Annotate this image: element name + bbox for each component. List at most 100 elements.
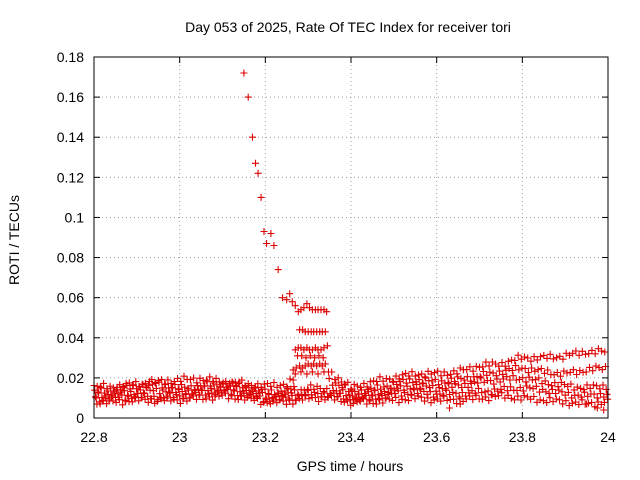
data-point [360,379,368,387]
data-point [434,367,442,375]
data-points [90,69,612,414]
data-point [389,397,396,404]
data-point [496,367,503,375]
data-point [497,385,505,393]
data-point [221,389,229,397]
data-point [370,377,377,385]
data-point [454,373,462,381]
data-point [321,360,329,368]
data-point [456,400,464,408]
data-point [549,355,557,363]
data-point [242,383,250,391]
data-point [341,381,349,389]
data-point [485,362,493,370]
data-point [339,386,347,394]
data-point [347,401,355,409]
data-point [512,362,520,370]
data-point [568,399,576,407]
data-point [508,366,516,374]
data-point [534,366,542,374]
data-point [288,392,296,399]
data-point [298,352,306,360]
data-point [411,372,419,380]
data-point [442,385,450,393]
data-point [443,371,451,379]
data-point [140,389,148,397]
data-point [578,347,586,355]
data-point [128,398,136,406]
data-point [393,380,401,388]
data-point [560,367,568,375]
data-point [199,396,207,403]
data-point [205,390,213,398]
data-point [363,400,371,408]
y-tick-label: 0.18 [57,49,84,65]
data-point [100,379,108,387]
data-point [526,384,534,392]
data-point [392,393,400,401]
data-point [95,389,103,397]
data-point [379,399,387,407]
data-point [373,381,381,389]
data-point [446,404,453,412]
data-point [291,302,299,310]
data-point [167,397,175,405]
data-point [558,388,566,396]
data-point [537,353,544,361]
data-point [385,395,393,403]
data-point [345,391,353,399]
data-point [190,374,198,382]
data-point [524,369,532,377]
data-point [240,69,248,77]
data-point [267,386,275,394]
data-point [382,375,390,382]
data-point [302,391,310,399]
data-point [375,395,383,403]
data-point [593,394,601,402]
data-point [507,394,515,402]
data-point [487,377,495,385]
data-point [252,159,259,167]
data-point [262,394,270,402]
data-point [569,366,577,374]
data-point [366,378,374,386]
data-point [476,373,484,381]
data-point [448,383,456,391]
data-point [599,381,607,389]
data-point [548,382,556,390]
data-point [463,373,471,381]
data-point [228,392,236,400]
data-point [127,387,135,395]
data-point [449,388,457,396]
data-point [181,383,189,391]
x-tick-label: 23.8 [509,429,536,445]
data-point [552,390,560,397]
data-point [507,383,515,391]
data-point [265,390,273,398]
data-point [415,376,423,384]
data-point [545,389,553,397]
data-point [542,388,550,396]
data-point [318,393,326,401]
data-point [544,381,552,389]
data-point [401,396,409,404]
data-point [305,395,313,403]
data-point [331,376,339,383]
data-point [235,378,243,386]
data-point [344,397,351,405]
data-point [320,368,328,376]
data-point [230,387,238,395]
data-point [563,369,571,377]
data-point [180,372,188,380]
data-point [488,391,496,399]
data-point [586,384,594,392]
data-point [532,382,540,390]
data-point [286,375,294,383]
data-point [276,396,284,404]
data-point [115,396,123,404]
data-point [311,388,319,396]
data-point [453,370,461,378]
data-point [491,392,499,400]
data-point [96,383,104,391]
data-point [169,384,177,392]
